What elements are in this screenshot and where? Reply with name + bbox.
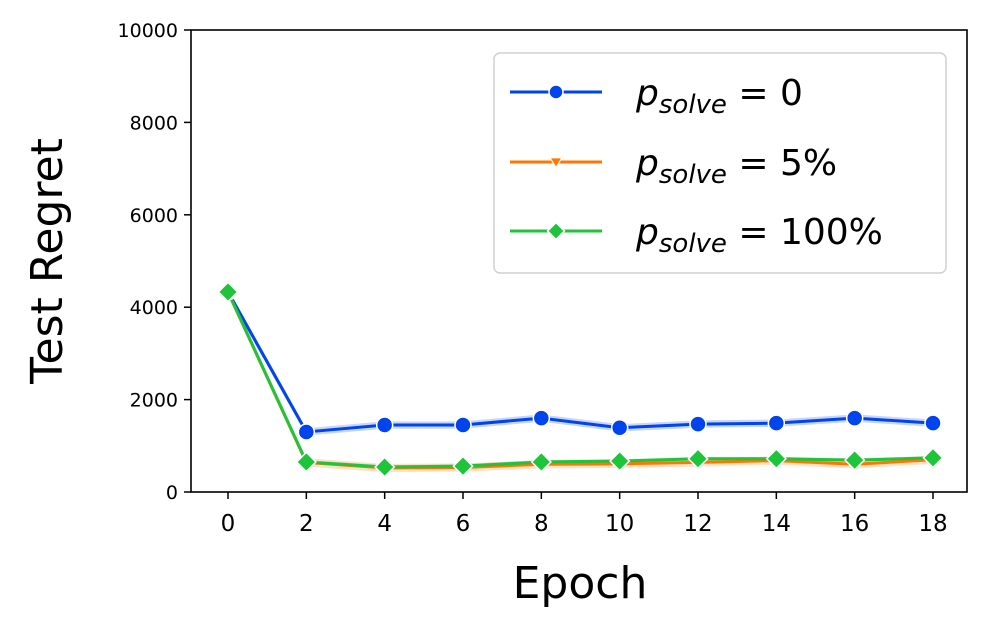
circle-marker [689, 415, 707, 433]
series-line [226, 291, 934, 470]
diamond-marker [295, 451, 317, 473]
x-tick-label: 18 [918, 511, 947, 537]
x-tick-label: 16 [840, 511, 869, 537]
series-line [226, 291, 934, 469]
diamond-marker [452, 455, 474, 477]
circle-marker [548, 84, 564, 100]
circle-marker [532, 409, 551, 427]
confidence-band [228, 288, 933, 436]
y-tick-label: 6000 [130, 205, 178, 227]
y-tick-label: 10000 [118, 20, 178, 42]
x-tick-label: 4 [377, 511, 392, 537]
diamond-marker [922, 447, 944, 469]
legend-label: psolve = 0 [635, 73, 803, 120]
x-tick-label: 12 [683, 511, 712, 537]
confidence-bands [228, 287, 933, 473]
legend-box [493, 52, 947, 274]
plot-area-frame [190, 29, 968, 493]
x-axis-label: Epoch [513, 558, 648, 609]
diamond-marker [374, 456, 396, 478]
y-axis-ticks: 0 2000 4000 6000 8000 10000 [118, 20, 191, 504]
x-tick-label: 6 [456, 511, 471, 537]
circle-marker [924, 414, 942, 432]
circle-marker [375, 416, 394, 434]
y-tick-label: 4000 [130, 297, 178, 319]
confidence-band [228, 290, 933, 469]
x-tick-label: 14 [762, 511, 791, 537]
x-tick-label: 0 [221, 511, 236, 537]
diamond-marker [609, 450, 631, 472]
diamond-marker [765, 448, 787, 470]
circle-marker [767, 414, 786, 432]
circle-marker [610, 419, 629, 437]
legend-label: psolve = 100% [635, 212, 883, 259]
diamond-marker [687, 448, 709, 470]
x-tick-label: 8 [534, 511, 549, 537]
y-tick-label: 2000 [130, 390, 178, 412]
circle-marker [297, 423, 316, 441]
y-axis-label: Test Regret [22, 138, 73, 385]
y-tick-label: 8000 [130, 112, 178, 134]
diamond-marker [546, 221, 566, 241]
diamond-marker [217, 281, 239, 303]
series-lines [217, 281, 944, 478]
circle-marker [454, 416, 472, 434]
diamond-marker [530, 451, 552, 473]
series-line [226, 291, 934, 434]
x-tick-label: 2 [299, 511, 314, 537]
triangle-down-marker [548, 157, 564, 169]
legend: psolve = 0 psolve = 5% psolve = 100% [493, 52, 947, 274]
x-axis-ticks: 0 2 4 6 8 10 12 14 16 18 [221, 492, 948, 537]
legend-label: psolve = 5% [635, 143, 837, 190]
confidence-band [228, 287, 933, 473]
y-tick-label: 0 [166, 482, 178, 504]
x-tick-label: 10 [605, 511, 634, 537]
circle-marker [845, 409, 864, 427]
diamond-marker [844, 449, 866, 471]
